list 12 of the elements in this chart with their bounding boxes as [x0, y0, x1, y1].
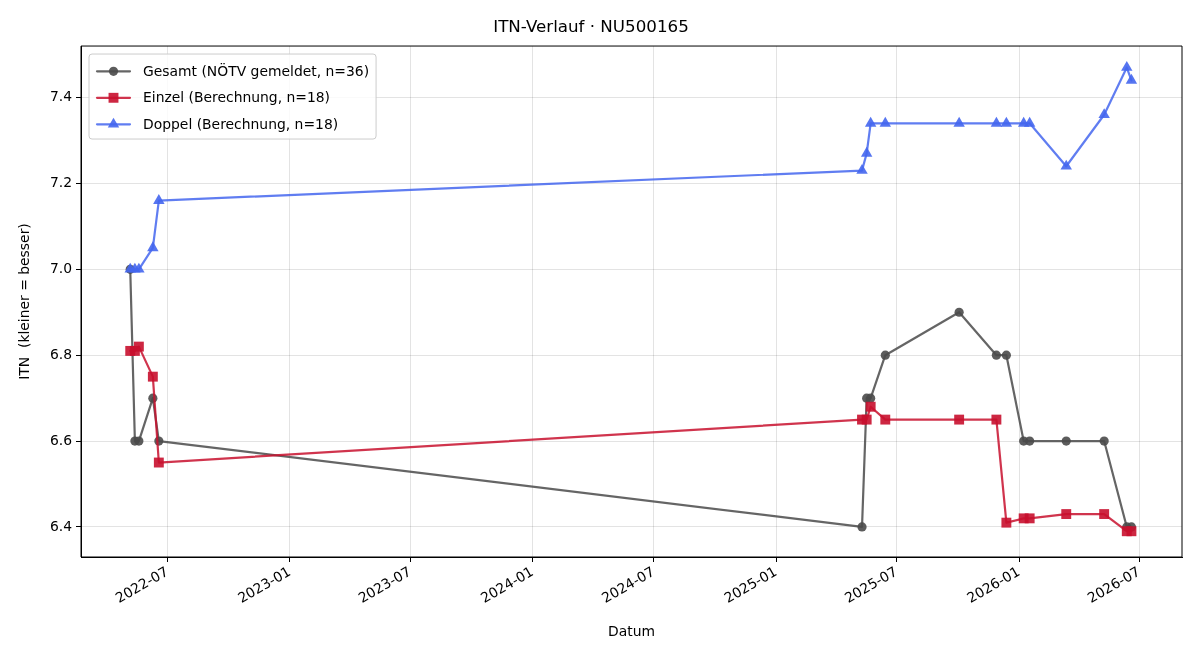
y-tick-label: 7.2 — [49, 174, 72, 191]
y-tick-label: 6.4 — [49, 517, 73, 534]
legend-label: Doppel (Berechnung, n=18) — [143, 115, 339, 132]
x-axis-title: Datum — [608, 623, 655, 640]
y-tick-label: 7.0 — [49, 259, 72, 276]
chart-title: ITN-Verlauf · NU500165 — [493, 16, 689, 37]
y-tick-label: 6.6 — [49, 431, 72, 448]
y-tick-label: 6.8 — [49, 345, 72, 362]
y-axis-title: ITN (kleiner = besser) — [15, 223, 32, 380]
legend-label: Einzel (Berechnung, n=18) — [143, 89, 331, 106]
y-tick-label: 7.4 — [49, 88, 73, 105]
legend-label: Gesamt (NÖTV gemeldet, n=36) — [143, 61, 370, 79]
